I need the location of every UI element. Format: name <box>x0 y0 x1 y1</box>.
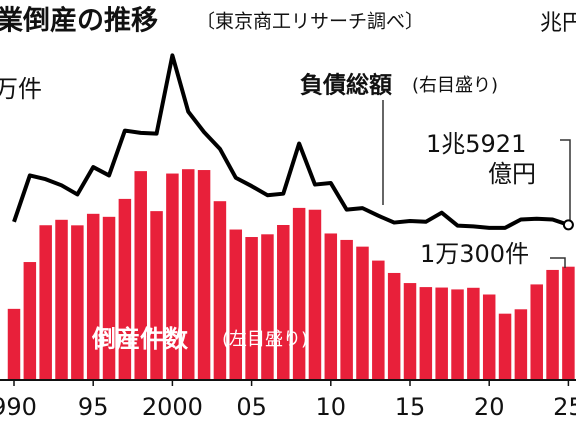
bar <box>514 309 528 380</box>
annotation: 1万300件 <box>420 240 529 268</box>
bar <box>419 287 433 380</box>
x-tick-label: 990 <box>0 393 37 421</box>
x-tick-label: 2000 <box>142 393 203 421</box>
bar <box>23 262 37 380</box>
bar <box>245 237 258 380</box>
annotation: 1兆5921 <box>426 130 526 158</box>
chart-subtitle: 〔東京商工リサーチ調べ〕 <box>196 11 424 33</box>
bar <box>467 287 480 380</box>
legend-bar-note: (左目盛り) <box>222 329 308 350</box>
bar <box>150 211 163 380</box>
bar <box>71 225 84 380</box>
y2-unit: 兆円 <box>540 11 576 36</box>
bar <box>118 198 132 380</box>
bar <box>134 171 147 380</box>
bar <box>181 169 195 380</box>
leader-line <box>560 139 571 220</box>
leader-line <box>550 257 566 268</box>
legend-line: 負債総額 <box>300 72 392 99</box>
bar <box>7 308 21 380</box>
chart-title: 業倒産の推移 <box>0 5 158 37</box>
bar <box>213 201 227 380</box>
bar <box>372 260 385 380</box>
bar <box>451 289 464 380</box>
bar <box>308 209 322 380</box>
bar <box>55 219 68 380</box>
line <box>12 53 570 230</box>
bar <box>482 294 496 380</box>
x-tick-label: 25 <box>553 393 576 421</box>
bar <box>197 170 211 380</box>
bar <box>261 234 274 380</box>
y-unit: 万件 <box>0 75 42 103</box>
bar <box>39 225 52 380</box>
bar <box>562 266 575 380</box>
bar <box>102 216 116 380</box>
bar <box>403 283 417 380</box>
x-tick-label: 10 <box>316 393 347 421</box>
bar <box>356 246 369 380</box>
x-tick-label: 95 <box>78 393 109 421</box>
x-tick-label: 15 <box>395 393 426 421</box>
legend-line-note: (右目盛り) <box>412 75 498 96</box>
bar <box>546 269 559 380</box>
bar <box>86 213 100 380</box>
x-tick-label: 20 <box>474 393 505 421</box>
bar <box>166 173 179 380</box>
bar <box>387 272 401 380</box>
bar <box>340 239 353 380</box>
bar <box>435 287 448 380</box>
bar <box>229 229 243 380</box>
bar <box>324 233 338 380</box>
annotation: 億円 <box>488 160 536 188</box>
bar <box>530 284 543 380</box>
legend-bar: 倒産件数 <box>91 325 189 353</box>
bar <box>277 224 290 380</box>
x-tick-label: 05 <box>236 393 267 421</box>
bar <box>292 207 306 380</box>
bar <box>498 313 512 380</box>
end-marker <box>562 219 574 231</box>
